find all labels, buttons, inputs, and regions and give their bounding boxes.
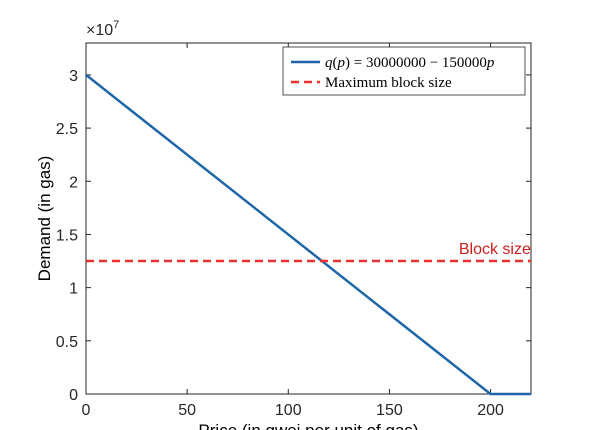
legend-box — [282, 46, 526, 96]
y-tick-label: 2.5 — [56, 121, 78, 138]
axis-ticks: 0 50 100 150 200 0 0.5 1 1.5 2 2.5 3 — [56, 43, 531, 419]
block-size-annotation: Block size — [459, 241, 531, 258]
y-tick-label: 1 — [69, 281, 78, 298]
y-axis-multiplier: ×107 — [86, 19, 119, 39]
legend-label-max-block: Maximum block size — [325, 75, 452, 91]
x-tick-label: 200 — [477, 402, 504, 419]
y-tick-label: 2 — [69, 174, 78, 191]
demand-line — [85, 73, 531, 396]
x-tick-label: 50 — [178, 402, 196, 419]
x-tick-label: 0 — [82, 402, 91, 419]
axes-box — [85, 42, 532, 395]
x-tick-label: 150 — [376, 402, 403, 419]
y-tick-label: 0.5 — [56, 334, 78, 351]
series-layer — [85, 73, 531, 396]
y-tick-label: 0 — [69, 387, 78, 404]
y-tick-label: 1.5 — [56, 227, 78, 244]
legend-label-demand: q(p) = 30000000 − 150000p — [325, 55, 495, 71]
x-axis-title: Price (in gwei per unit of gas) — [198, 421, 418, 430]
legend: q(p) = 30000000 − 150000p Maximum block … — [282, 46, 526, 96]
y-tick-label: 3 — [69, 68, 78, 85]
x-tick-label: 100 — [275, 402, 302, 419]
y-axis-title: Demand (in gas) — [35, 156, 54, 282]
